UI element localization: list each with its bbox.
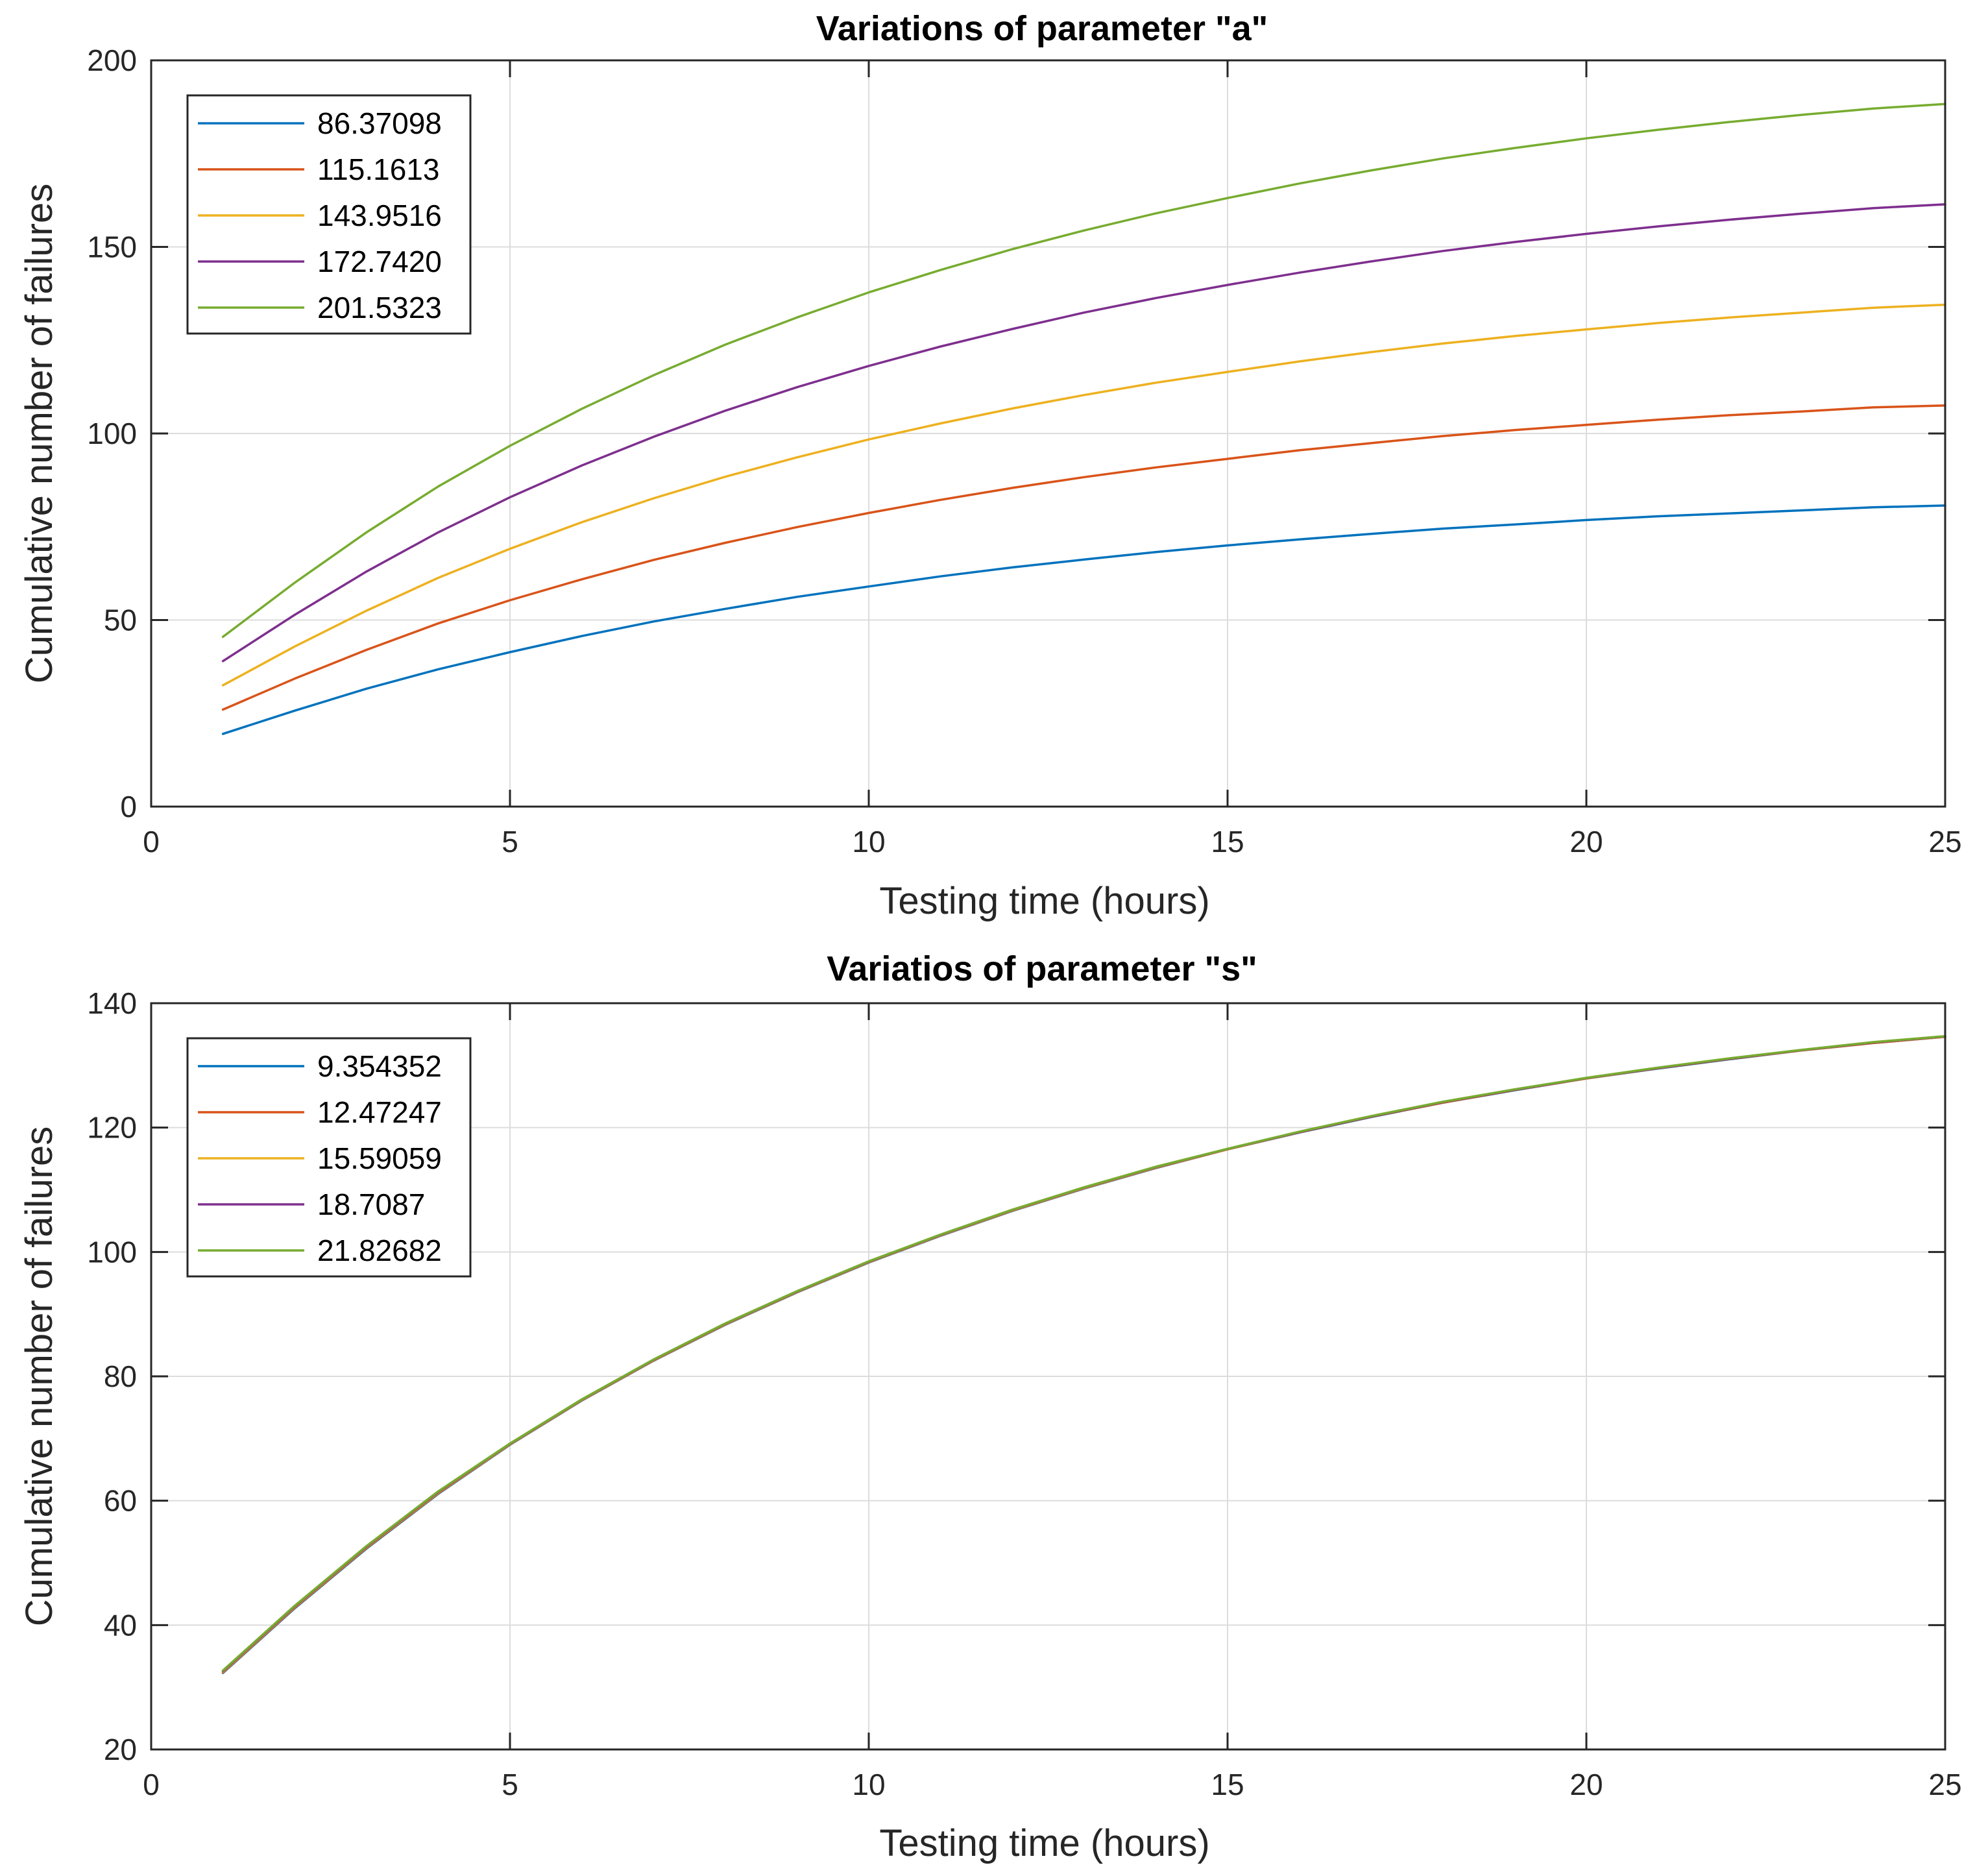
chart-2-x-tick-label: 0: [143, 1768, 160, 1801]
chart-2-x-tick-label: 10: [852, 1768, 885, 1801]
chart-1-legend-label: 172.7420: [317, 245, 442, 278]
chart-1-legend: 86.37098 115.1613 143.9516 172.7420 201.5323: [186, 94, 472, 335]
chart-2-x-tick-labels: 0 5 10 15 20 25: [143, 1768, 1961, 1801]
chart-1-series-line: [221, 203, 1946, 663]
chart-2-legend: 9.354352 12.47247 15.59059 18.7087 21.82682: [186, 1037, 472, 1278]
chart-1-y-tick-labels: 0 50 100 150 200: [87, 43, 137, 823]
chart-1-legend-label: 143.9516: [317, 199, 442, 232]
chart-2: Variatios of parameter "s" 0 5 10 15 20 25 20…: [18, 949, 1962, 1864]
chart-2-x-tick-label: 25: [1928, 1768, 1961, 1801]
chart-2-series-group: [221, 1035, 1946, 1674]
chart-1-x-tick-label: 25: [1928, 825, 1961, 859]
chart-2-y-axis-label: Cumulative number of failures: [18, 1127, 60, 1626]
chart-1-x-axis-label: Testing time (hours): [879, 880, 1209, 922]
chart-1-ticks: [150, 59, 1946, 808]
chart-2-title: Variatios of parameter "s": [827, 949, 1257, 988]
chart-1-x-tick-label: 5: [502, 825, 518, 859]
chart-2-y-tick-label: 20: [104, 1733, 137, 1766]
chart-2-legend-label: 9.354352: [317, 1049, 442, 1083]
chart-1-series-line: [221, 103, 1946, 639]
chart-2-legend-label: 12.47247: [317, 1095, 442, 1129]
chart-1-y-tick-label: 0: [120, 790, 137, 823]
chart-1-legend-label: 86.37098: [317, 106, 442, 140]
chart-1-series-line: [221, 303, 1946, 687]
chart-1-y-axis-label: Cumulative number of failures: [18, 184, 60, 683]
chart-1-y-tick-label: 200: [87, 43, 137, 77]
chart-1-y-tick-label: 100: [87, 417, 137, 450]
chart-1-x-tick-label: 15: [1211, 825, 1244, 859]
chart-2-y-tick-label: 80: [104, 1359, 137, 1393]
chart-2-x-tick-label: 20: [1569, 1768, 1603, 1801]
chart-1-y-tick-label: 150: [87, 230, 137, 264]
chart-1-title: Variations of parameter "a": [816, 9, 1268, 48]
chart-2-y-tick-label: 60: [104, 1484, 137, 1518]
chart-1-series-group: [221, 103, 1946, 735]
chart-2-series-line: [221, 1035, 1946, 1672]
chart-2-y-tick-label: 120: [87, 1111, 137, 1145]
chart-1-y-tick-label: 50: [104, 603, 137, 637]
chart-2-y-tick-label: 40: [104, 1608, 137, 1642]
chart-2-y-tick-label: 140: [87, 986, 137, 1020]
chart-1-x-tick-label: 0: [143, 825, 160, 859]
chart-2-ticks: [150, 1002, 1946, 1751]
chart-2-legend-label: 18.7087: [317, 1188, 425, 1221]
chart-1-x-tick-labels: 0 5 10 15 20 25: [143, 825, 1961, 859]
chart-2-x-tick-label: 5: [502, 1768, 518, 1801]
chart-2-x-axis-label: Testing time (hours): [879, 1822, 1209, 1864]
chart-2-x-tick-label: 15: [1211, 1768, 1244, 1801]
chart-2-legend-label: 21.82682: [317, 1234, 442, 1267]
chart-2-legend-label: 15.59059: [317, 1141, 442, 1175]
chart-1-legend-label: 201.5323: [317, 291, 442, 324]
chart-1-series-line: [221, 404, 1946, 711]
chart-2-y-tick-label: 100: [87, 1235, 137, 1269]
chart-1: Variations of parameter "a" 0 5 10 15 20 25 0…: [18, 9, 1962, 922]
chart-2-legend-box: [186, 1037, 472, 1278]
chart-1-x-tick-label: 20: [1569, 825, 1603, 859]
chart-1-x-tick-label: 10: [852, 825, 885, 859]
chart-1-series-line: [221, 504, 1946, 735]
chart-2-y-tick-labels: 20 40 60 80 100 120 140: [87, 986, 137, 1766]
chart-1-legend-label: 115.1613: [317, 152, 439, 186]
